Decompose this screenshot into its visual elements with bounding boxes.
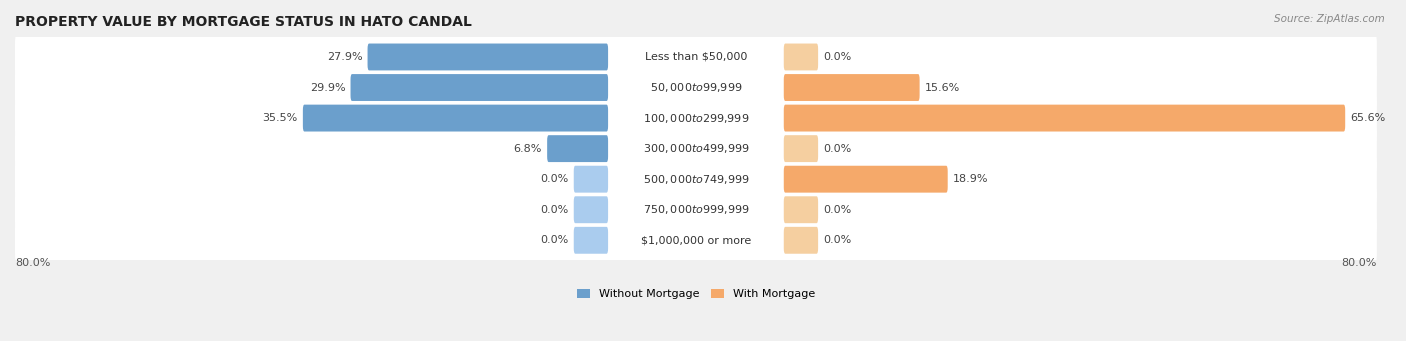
Text: 0.0%: 0.0%	[540, 205, 568, 215]
FancyBboxPatch shape	[783, 166, 948, 193]
Text: $50,000 to $99,999: $50,000 to $99,999	[650, 81, 742, 94]
Text: 0.0%: 0.0%	[824, 144, 852, 154]
Text: 15.6%: 15.6%	[925, 83, 960, 92]
FancyBboxPatch shape	[574, 196, 607, 223]
FancyBboxPatch shape	[783, 44, 818, 70]
FancyBboxPatch shape	[367, 44, 607, 70]
FancyBboxPatch shape	[547, 135, 607, 162]
FancyBboxPatch shape	[302, 105, 607, 132]
FancyBboxPatch shape	[783, 135, 818, 162]
FancyBboxPatch shape	[783, 74, 920, 101]
Text: 27.9%: 27.9%	[326, 52, 363, 62]
Text: 0.0%: 0.0%	[824, 205, 852, 215]
Legend: Without Mortgage, With Mortgage: Without Mortgage, With Mortgage	[572, 285, 820, 304]
Text: Less than $50,000: Less than $50,000	[645, 52, 747, 62]
Text: 18.9%: 18.9%	[953, 174, 988, 184]
FancyBboxPatch shape	[574, 227, 607, 254]
Text: 35.5%: 35.5%	[263, 113, 298, 123]
FancyBboxPatch shape	[783, 105, 1346, 132]
Text: 65.6%: 65.6%	[1351, 113, 1386, 123]
FancyBboxPatch shape	[350, 74, 607, 101]
Text: 0.0%: 0.0%	[540, 235, 568, 245]
FancyBboxPatch shape	[783, 227, 818, 254]
Text: $300,000 to $499,999: $300,000 to $499,999	[643, 142, 749, 155]
Text: 0.0%: 0.0%	[824, 235, 852, 245]
Text: $1,000,000 or more: $1,000,000 or more	[641, 235, 751, 245]
Text: $100,000 to $299,999: $100,000 to $299,999	[643, 112, 749, 124]
Text: 0.0%: 0.0%	[824, 52, 852, 62]
FancyBboxPatch shape	[15, 29, 1376, 85]
Text: 80.0%: 80.0%	[1341, 258, 1376, 268]
FancyBboxPatch shape	[783, 196, 818, 223]
Text: 6.8%: 6.8%	[513, 144, 541, 154]
FancyBboxPatch shape	[15, 90, 1376, 146]
Text: 29.9%: 29.9%	[309, 83, 346, 92]
Text: PROPERTY VALUE BY MORTGAGE STATUS IN HATO CANDAL: PROPERTY VALUE BY MORTGAGE STATUS IN HAT…	[15, 15, 472, 29]
Text: $500,000 to $749,999: $500,000 to $749,999	[643, 173, 749, 186]
Text: $750,000 to $999,999: $750,000 to $999,999	[643, 203, 749, 216]
FancyBboxPatch shape	[15, 60, 1376, 115]
Text: 80.0%: 80.0%	[15, 258, 51, 268]
FancyBboxPatch shape	[15, 212, 1376, 268]
FancyBboxPatch shape	[15, 151, 1376, 207]
Text: Source: ZipAtlas.com: Source: ZipAtlas.com	[1274, 14, 1385, 24]
Text: 0.0%: 0.0%	[540, 174, 568, 184]
FancyBboxPatch shape	[15, 121, 1376, 176]
FancyBboxPatch shape	[15, 182, 1376, 238]
FancyBboxPatch shape	[574, 166, 607, 193]
